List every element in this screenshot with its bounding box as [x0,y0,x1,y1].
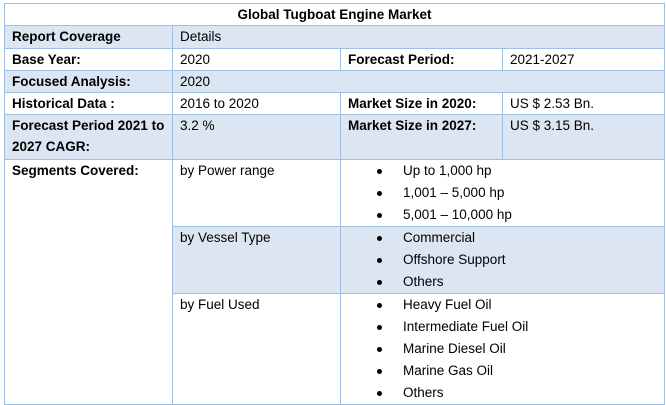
row-value: 3.2 % [172,114,341,160]
row-label: Market Size in 2020: [340,92,503,115]
list-item: Commercial [348,227,657,249]
list-item: Others [348,382,657,404]
segments-label: Segments Covered: [4,159,173,405]
table-row: Focused Analysis: 2020 [4,70,666,93]
list-item: Marine Diesel Oil [348,338,657,360]
list-item: 5,001 – 10,000 hp [348,204,657,226]
row-value: 2020 [171,70,666,93]
list-item: Others [348,271,657,293]
row-value: 2021-2027 [501,48,666,71]
row-label: Market Size in 2027: [340,114,503,160]
row-label: Base Year: [4,48,173,71]
table-row: Base Year: 2020 Forecast Period: 2021-20… [4,48,666,71]
list-item: Heavy Fuel Oil [348,294,657,316]
segment-name: by Power range [172,159,341,227]
row-value: US $ 2.53 Bn. [501,92,666,115]
row-label: Report Coverage [4,25,173,49]
segment-items: Up to 1,000 hp 1,001 – 5,000 hp 5,001 – … [339,159,666,227]
segment-name: by Fuel Used [172,293,341,405]
row-value: 2020 [172,48,341,71]
segment-row: by Fuel Used Heavy Fuel Oil Intermediate… [5,293,666,405]
row-label: Historical Data : [4,92,173,115]
row-label: Forecast Period: [340,48,503,71]
list-item: 1,001 – 5,000 hp [348,182,657,204]
list-item: Offshore Support [348,249,657,271]
row-value: Details [171,25,666,49]
row-label: Focused Analysis: [4,70,173,93]
segment-row: Segments Covered: by Power range Up to 1… [4,159,666,405]
market-summary-table: Global Tugboat Engine Market Report Cove… [3,3,666,405]
segment-name: by Vessel Type [172,226,341,294]
table-title: Global Tugboat Engine Market [3,3,666,26]
list-item: Intermediate Fuel Oil [348,316,657,338]
list-item: Marine Gas Oil [348,360,657,382]
table-row: Historical Data : 2016 to 2020 Market Si… [4,92,666,115]
table-row: Report Coverage Details [4,25,666,49]
segment-row: by Vessel Type Commercial Offshore Suppo… [5,226,666,294]
row-value: US $ 3.15 Bn. [501,114,666,160]
list-item: Up to 1,000 hp [348,160,657,182]
segment-items: Commercial Offshore Support Others [339,226,666,294]
table-row: Forecast Period 2021 to 2027 CAGR: 3.2 %… [4,114,666,160]
row-label: Forecast Period 2021 to 2027 CAGR: [4,114,173,160]
row-value: 2016 to 2020 [172,92,341,115]
segment-items: Heavy Fuel Oil Intermediate Fuel Oil Mar… [339,293,666,405]
